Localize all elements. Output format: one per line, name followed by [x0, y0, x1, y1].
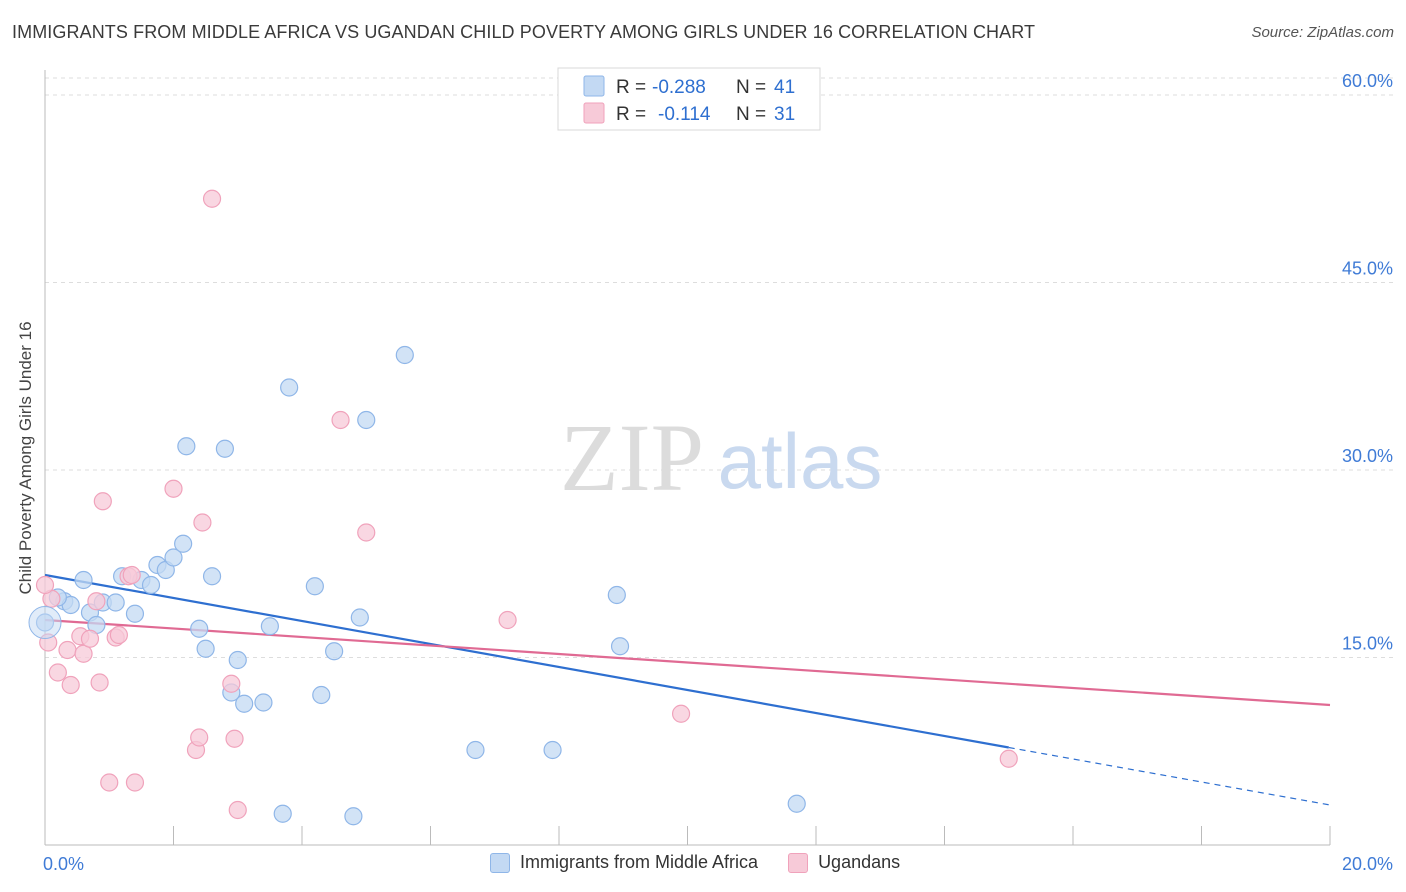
point-ugandans	[228, 800, 247, 820]
point-ugandans	[48, 663, 67, 682]
point-middle-africa-large	[28, 606, 62, 639]
point-middle-africa	[305, 577, 324, 596]
point-ugandans	[87, 592, 106, 611]
point-middle-africa	[196, 639, 215, 658]
point-ugandans	[93, 492, 112, 511]
series-legend: Immigrants from Middle Africa Ugandans	[490, 852, 930, 873]
point-middle-africa	[312, 685, 331, 705]
point-ugandans	[190, 728, 209, 747]
point-ugandans	[58, 640, 77, 660]
stats-n-value-2: 31	[774, 104, 795, 125]
point-middle-africa	[106, 593, 125, 612]
trend-lines	[44, 573, 1331, 806]
point-ugandans	[109, 625, 128, 645]
x-tick-labels: 0.0% 20.0%	[43, 854, 1393, 874]
point-middle-africa	[74, 570, 93, 590]
point-middle-africa	[344, 807, 363, 826]
point-middle-africa	[543, 740, 562, 760]
data-points	[28, 189, 1018, 826]
point-ugandans	[164, 479, 183, 498]
point-middle-africa	[164, 548, 183, 567]
stats-r-value-2: -0.114	[658, 104, 711, 125]
y-tick-labels: 15.0% 30.0% 45.0% 60.0%	[1342, 71, 1393, 654]
point-ugandans	[74, 644, 93, 663]
point-ugandans	[35, 575, 55, 595]
point-ugandans	[90, 673, 109, 692]
stats-legend-swatch-blue	[583, 75, 605, 97]
trend-line-ugandans	[44, 618, 1331, 707]
legend-swatch-blue	[490, 852, 510, 873]
point-ugandans	[357, 523, 376, 542]
point-ugandans	[125, 773, 145, 792]
point-ugandans	[61, 675, 80, 695]
point-middle-africa	[357, 410, 376, 430]
point-middle-africa	[177, 437, 196, 456]
point-middle-africa	[280, 378, 299, 397]
point-middle-africa	[395, 345, 414, 365]
point-middle-africa	[202, 567, 222, 586]
chart-title: IMMIGRANTS FROM MIDDLE AFRICA VS UGANDAN…	[12, 22, 1036, 42]
point-middle-africa	[273, 804, 292, 823]
point-ugandans	[222, 674, 241, 693]
point-middle-africa	[141, 575, 161, 595]
point-middle-africa	[610, 637, 630, 656]
legend-item-ugandans[interactable]: Ugandans	[788, 852, 900, 873]
point-middle-africa	[466, 740, 485, 760]
point-middle-africa	[215, 439, 234, 458]
point-ugandans	[100, 773, 119, 792]
stats-n-label-1: N =	[736, 77, 766, 98]
point-middle-africa	[125, 604, 145, 623]
legend-item-middle-africa[interactable]: Immigrants from Middle Africa	[490, 852, 758, 873]
point-ugandans	[498, 610, 517, 630]
x-tick-label: 20.0%	[1342, 854, 1393, 874]
point-middle-africa	[254, 693, 273, 712]
stats-r-label-2: R =	[616, 104, 646, 125]
point-middle-africa	[787, 794, 806, 813]
stats-r-label-1: R =	[616, 77, 646, 98]
y-tick-label: 15.0%	[1342, 634, 1393, 654]
point-middle-africa	[350, 608, 369, 627]
point-middle-africa	[228, 650, 247, 670]
source-note: Source: ZipAtlas.com	[1251, 24, 1394, 41]
stats-legend: R = -0.288 N = 41 R = -0.114 N = 31	[557, 67, 821, 131]
stats-r-value-1: -0.288	[652, 77, 706, 98]
gridlines	[45, 77, 1395, 658]
point-middle-africa	[325, 642, 344, 661]
point-ugandans	[193, 513, 212, 532]
stats-n-label-2: N =	[736, 104, 766, 125]
legend-label-middle-africa: Immigrants from Middle Africa	[520, 852, 759, 872]
point-ugandans	[122, 565, 141, 585]
point-middle-africa	[190, 619, 209, 638]
stats-n-value-1: 41	[774, 77, 795, 98]
y-tick-label: 30.0%	[1342, 446, 1393, 466]
point-middle-africa	[607, 585, 626, 605]
trend-line-middle-africa	[44, 573, 1009, 749]
y-tick-label: 45.0%	[1342, 259, 1393, 279]
point-ugandans	[80, 629, 100, 648]
stats-legend-swatch-pink	[583, 102, 605, 124]
legend-swatch-pink	[788, 852, 809, 873]
point-ugandans	[202, 189, 222, 208]
point-ugandans	[331, 410, 350, 430]
x-tick-label: 0.0%	[43, 854, 84, 874]
point-middle-africa	[174, 534, 193, 553]
axes	[44, 70, 1331, 846]
point-middle-africa	[235, 694, 254, 713]
point-ugandans	[671, 704, 691, 723]
point-ugandans	[999, 749, 1018, 768]
watermark-atlas: atlas	[718, 417, 883, 505]
watermark-zip: ZIP	[560, 404, 704, 511]
trend-line-middle-africa-extension	[1008, 746, 1331, 806]
point-ugandans	[225, 729, 244, 748]
y-tick-label: 60.0%	[1342, 71, 1393, 91]
legend-label-ugandans: Ugandans	[818, 852, 901, 872]
point-middle-africa	[260, 617, 279, 636]
